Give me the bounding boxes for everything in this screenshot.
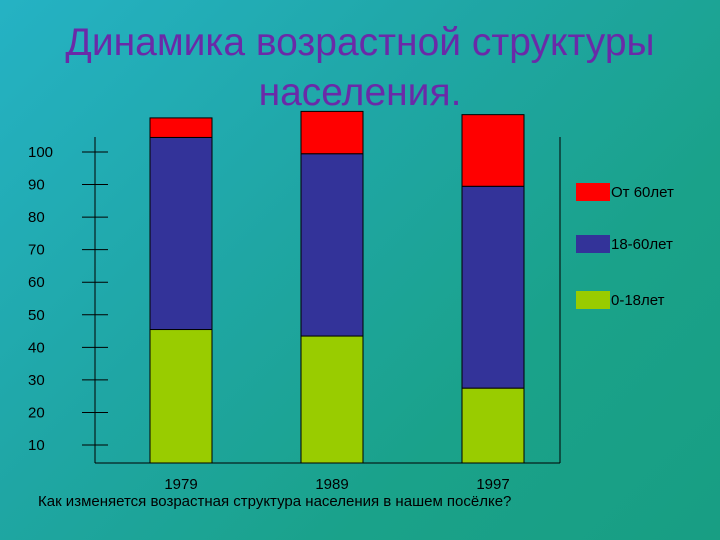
y-tick-label: 80 — [28, 209, 45, 226]
title-line-2: населения. — [258, 71, 462, 114]
y-tick-label: 90 — [28, 177, 45, 194]
legend-label: 0-18лет — [611, 292, 665, 309]
legend-swatch — [576, 291, 610, 309]
title-line-1: Динамика возрастной структуры — [65, 21, 655, 64]
legend-label: 18-60лет — [611, 236, 673, 253]
bar-segment — [461, 387, 525, 464]
x-tick-label: 1997 — [476, 476, 509, 493]
chart-title: Динамика возрастной структуры населения. — [0, 18, 720, 118]
y-tick-label: 10 — [28, 437, 45, 454]
x-tick-label: 1979 — [164, 476, 197, 493]
bar-segment — [300, 110, 364, 155]
y-tick-label: 50 — [28, 307, 45, 324]
y-tick-label: 30 — [28, 372, 45, 389]
legend-label: От 60лет — [611, 184, 674, 201]
x-tick-label: 1989 — [315, 476, 348, 493]
y-tick-label: 20 — [28, 404, 45, 421]
bar-segment — [149, 117, 213, 138]
y-tick-label: 40 — [28, 339, 45, 356]
bar-segment — [149, 136, 213, 331]
bar-segment — [461, 114, 525, 187]
legend-swatch — [576, 235, 610, 253]
y-tick-label: 70 — [28, 242, 45, 259]
bar-segment — [300, 153, 364, 337]
question-text: Как изменяется возрастная структура насе… — [38, 493, 512, 510]
bar-segment — [300, 335, 364, 464]
bar-segment — [149, 329, 213, 464]
y-tick-label: 100 — [28, 144, 53, 161]
legend-swatch — [576, 183, 610, 201]
bar-segment — [461, 185, 525, 389]
y-tick-label: 60 — [28, 274, 45, 291]
